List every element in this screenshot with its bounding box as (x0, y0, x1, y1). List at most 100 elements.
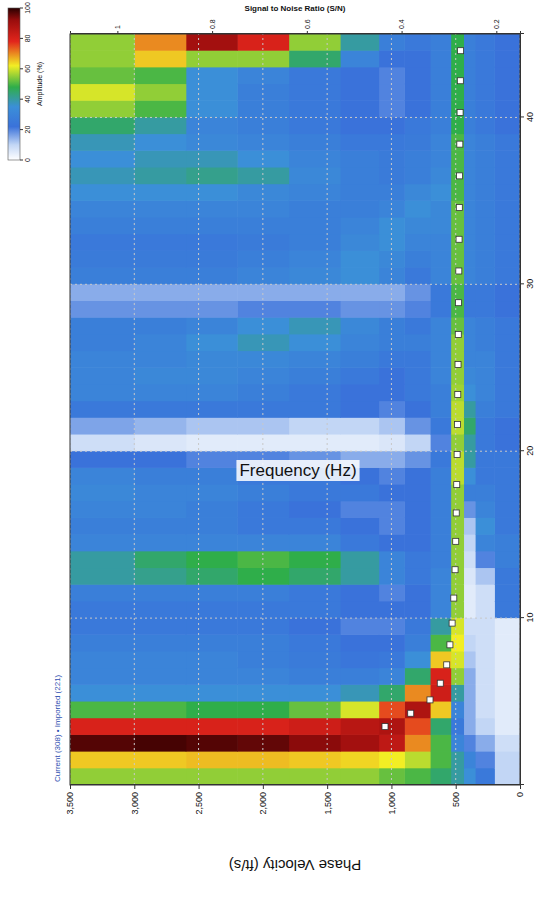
y2-axis-tick: 0.6 (304, 19, 311, 34)
heat-cell (404, 200, 430, 217)
heat-cell (404, 584, 430, 601)
heat-cell (475, 751, 495, 768)
y-axis-tick-mark (199, 785, 200, 789)
heat-cell (494, 467, 520, 484)
heat-cell (186, 117, 238, 134)
heat-cell (430, 417, 451, 434)
y2-axis-tick-label: 0.6 (304, 19, 311, 29)
heat-cell (475, 584, 495, 601)
heat-cell (475, 651, 495, 668)
heat-cell (451, 217, 464, 234)
heat-cell (463, 634, 475, 651)
heat-cell (430, 83, 451, 100)
heat-cell (289, 501, 341, 518)
colorbar-tick (20, 129, 23, 130)
heat-cell (70, 284, 135, 301)
heat-cell (430, 350, 451, 367)
heat-cell (430, 50, 451, 67)
heat-cell (463, 217, 475, 234)
colorbar (8, 8, 20, 160)
heat-cell (134, 534, 186, 551)
heat-cell (70, 401, 135, 418)
heat-cell (451, 601, 464, 618)
heat-cell (186, 467, 238, 484)
heat-cell (451, 768, 464, 785)
heat-cell (186, 334, 238, 351)
heat-cell (475, 601, 495, 618)
heat-cell (494, 484, 520, 501)
grid-line (391, 34, 392, 785)
heat-cell (463, 684, 475, 701)
heat-cell (404, 317, 430, 334)
heat-cell (475, 250, 495, 267)
heat-cell (430, 117, 451, 134)
heat-cell (340, 384, 379, 401)
heat-cell (134, 200, 186, 217)
heat-cell (451, 200, 464, 217)
heat-cell (494, 651, 520, 668)
heat-cell (475, 234, 495, 251)
heat-cell (404, 83, 430, 100)
heat-cell (430, 601, 451, 618)
heat-cell (289, 267, 341, 284)
heat-cell (186, 100, 238, 117)
heat-cell (451, 134, 464, 151)
heat-cell (475, 734, 495, 751)
heat-cell (475, 350, 495, 367)
heat-cell (451, 167, 464, 184)
heat-cell (134, 567, 186, 584)
heat-cell (404, 501, 430, 518)
y-axis-tick: 3,000 (130, 785, 140, 815)
heat-cell (186, 67, 238, 84)
heat-cell (404, 300, 430, 317)
heat-cell (463, 134, 475, 151)
heat-cell (186, 34, 238, 51)
heat-cell (475, 200, 495, 217)
background (0, 0, 551, 898)
heat-cell (340, 584, 379, 601)
grid-line (70, 117, 520, 118)
heat-cell (134, 601, 186, 618)
heat-cell (134, 718, 186, 735)
heat-cell (475, 534, 495, 551)
heat-cell (475, 634, 495, 651)
heat-cell (430, 484, 451, 501)
heat-cell (494, 634, 520, 651)
heat-cell (404, 150, 430, 167)
heat-cell (430, 250, 451, 267)
heat-cell (404, 117, 430, 134)
y-axis-tick-label: 3,500 (65, 792, 75, 815)
heat-cell (289, 134, 341, 151)
heat-cell (134, 350, 186, 367)
heat-cell (70, 718, 135, 735)
heat-cell (451, 250, 464, 267)
heat-cell (475, 467, 495, 484)
grid-line (455, 34, 456, 785)
plot-area: 102030403,5003,0002,5002,0001,5001,00050… (65, 19, 535, 814)
heat-cell (451, 701, 464, 718)
x-axis: 10203040 (520, 34, 535, 785)
heat-cell (463, 451, 475, 468)
grid-line (262, 34, 263, 785)
heat-cell (475, 367, 495, 384)
heat-cell (289, 434, 341, 451)
heat-cell (463, 601, 475, 618)
y-axis-tick-label: 1,000 (387, 792, 397, 815)
heat-cell (289, 584, 341, 601)
heat-cell (289, 668, 341, 685)
heat-cell (340, 517, 379, 534)
heat-cell (186, 668, 238, 685)
heat-cell (134, 234, 186, 251)
heat-cell (430, 100, 451, 117)
heat-cell (70, 117, 135, 134)
heat-cell (186, 701, 238, 718)
title-patch (236, 460, 359, 481)
heat-cell (70, 684, 135, 701)
heat-cell (430, 217, 451, 234)
y2-axis-tick: 0.8 (209, 19, 216, 34)
heat-cell (186, 484, 238, 501)
heat-cell (451, 117, 464, 134)
x-axis-tick-label: 40 (525, 112, 535, 122)
x-axis-tick: 10 (520, 613, 535, 623)
heat-cell (475, 684, 495, 701)
